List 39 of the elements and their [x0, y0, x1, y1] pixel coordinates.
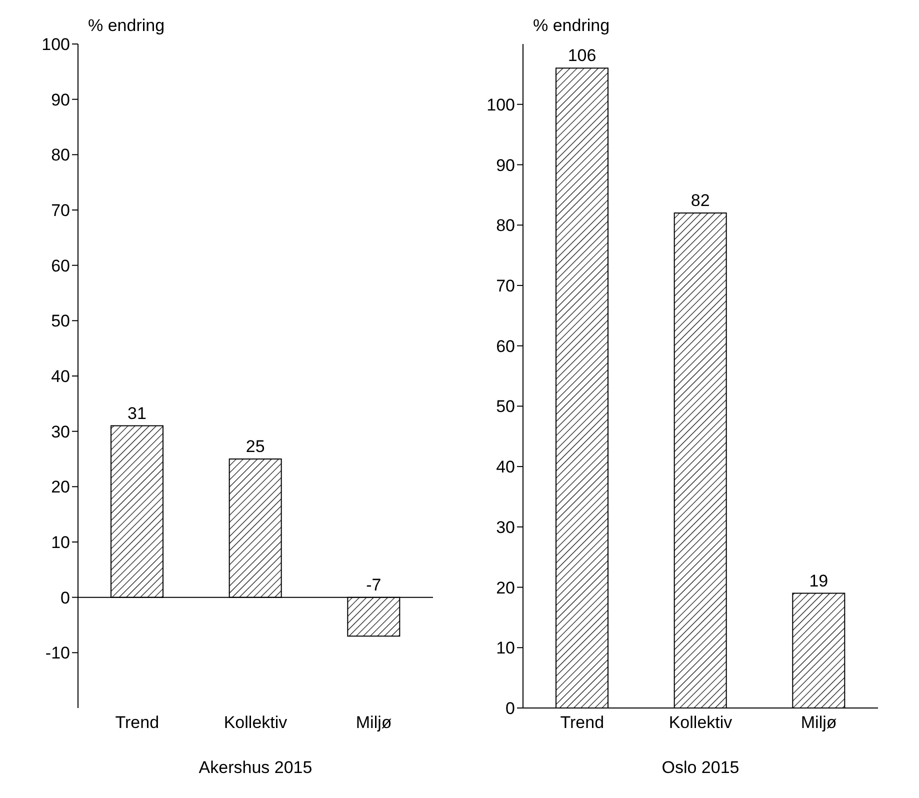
x-tick-label: Miljø — [356, 713, 392, 732]
y-tick-label: 10 — [51, 533, 70, 552]
y-axis-title: % endring — [88, 16, 165, 36]
y-tick-label: 40 — [51, 367, 70, 386]
x-tick-label: Miljø — [800, 713, 837, 732]
data-label: 19 — [809, 571, 828, 590]
y-tick-label: -10 — [45, 644, 70, 663]
y-tick-label: 60 — [51, 256, 70, 276]
y-tick-label: 20 — [51, 478, 70, 497]
x-tick-label: Trend — [115, 713, 160, 732]
x-axis-title: Akershus 2015 — [198, 758, 312, 777]
data-label: -7 — [366, 575, 382, 594]
y-tick-label: 0 — [506, 699, 515, 718]
y-tick-label: 10 — [496, 638, 515, 658]
data-label: 31 — [128, 404, 146, 423]
data-label: 82 — [690, 191, 710, 210]
y-tick-label: 70 — [496, 276, 515, 296]
data-label: 25 — [246, 437, 265, 456]
y-axis-title: % endring — [533, 16, 610, 36]
y-tick-label: 50 — [51, 312, 70, 331]
y-tick-label: 100 — [42, 35, 70, 54]
y-tick-label: 80 — [496, 216, 515, 236]
data-label: 106 — [568, 46, 596, 66]
x-axis-title: Oslo 2015 — [662, 758, 740, 777]
y-tick-label: 60 — [496, 336, 515, 356]
y-tick-label: 90 — [496, 156, 515, 175]
y-tick-label: 80 — [51, 146, 70, 165]
y-tick-label: 30 — [51, 422, 70, 442]
y-tick-label: 100 — [486, 95, 515, 114]
y-tick-label: 90 — [51, 90, 70, 110]
y-tick-label: 70 — [51, 201, 70, 220]
y-tick-label: 50 — [496, 397, 515, 416]
x-tick-label: Trend — [560, 713, 604, 732]
x-tick-label: Kollektiv — [668, 713, 733, 732]
y-tick-label: 0 — [60, 588, 70, 608]
y-tick-label: 20 — [496, 578, 515, 598]
x-tick-label: Kollektiv — [224, 713, 288, 732]
y-tick-label: 30 — [496, 518, 515, 537]
y-tick-label: 40 — [496, 458, 515, 477]
